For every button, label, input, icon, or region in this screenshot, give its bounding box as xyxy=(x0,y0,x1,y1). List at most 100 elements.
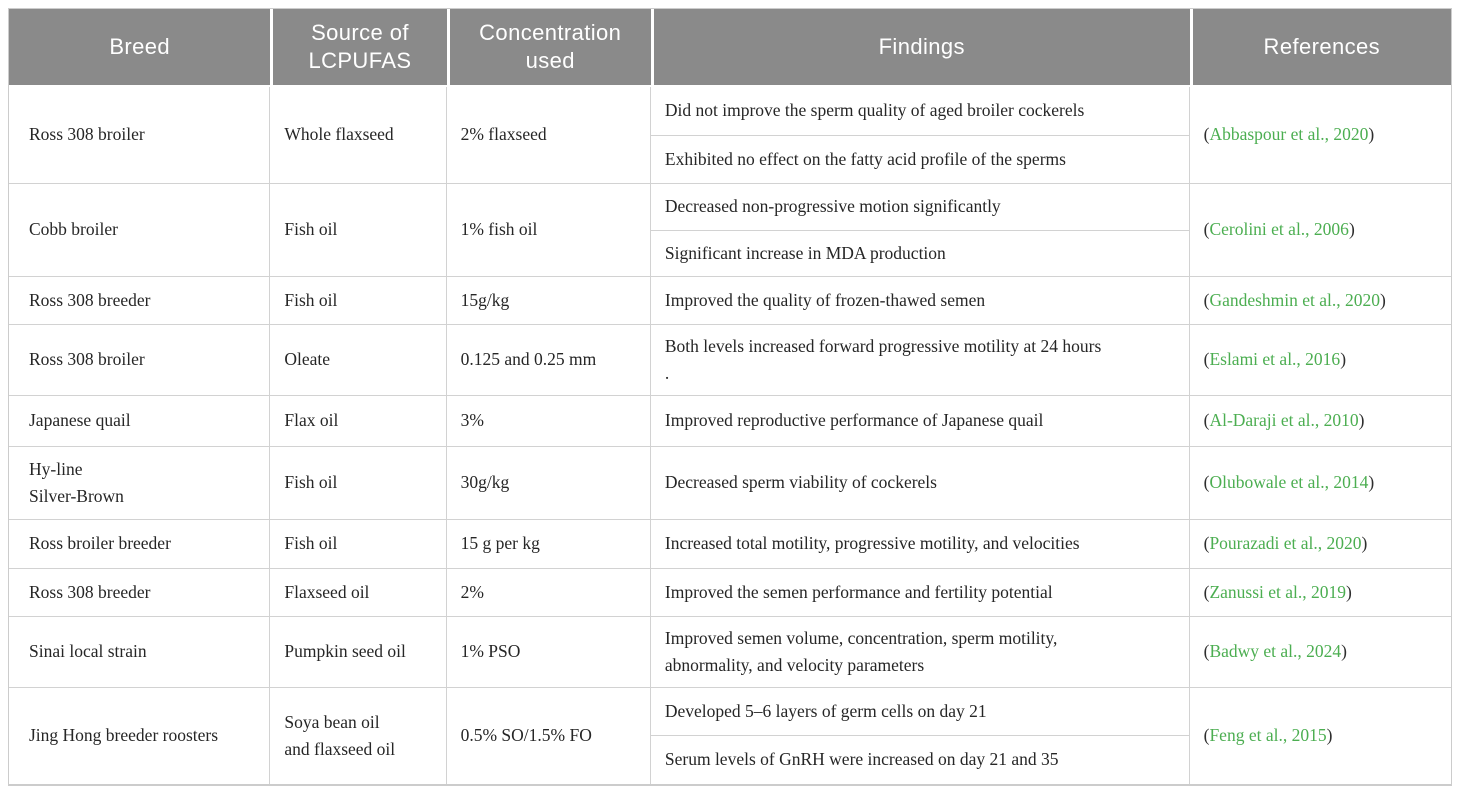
reference-cell: (Gandeshmin et al., 2020) xyxy=(1189,277,1451,325)
source-cell: Whole flaxseed xyxy=(270,87,447,184)
table-row: Jing Hong breeder roosters Soya bean oil … xyxy=(9,688,1451,784)
concentration-cell: 0.5% SO/1.5% FO xyxy=(446,688,651,784)
reference-citation: (Abbaspour et al., 2020) xyxy=(1204,124,1375,144)
breed-cell: Ross 308 breeder xyxy=(9,569,271,617)
citation-close-paren: ) xyxy=(1346,581,1352,602)
reference-citation: (Al-Daraji et al., 2010) xyxy=(1204,410,1365,430)
finding-cell: Decreased non-progressive motion signifi… xyxy=(650,184,1190,231)
citation-open-paren: ( xyxy=(1203,533,1210,554)
concentration-cell: 1% PSO xyxy=(446,617,651,688)
breed-cell: Ross 308 broiler xyxy=(9,87,271,184)
reference-cell: (Pourazadi et al., 2020) xyxy=(1189,520,1451,569)
citation-close-paren: ) xyxy=(1341,641,1347,662)
table-row: Japanese quail Flax oil 3% Improved reprodu… xyxy=(9,396,1451,447)
reference-link[interactable]: Al-Daraji et al., 2010 xyxy=(1209,410,1359,431)
concentration-cell: 3% xyxy=(446,396,651,447)
source-cell: Fish oil xyxy=(270,277,447,325)
breed-cell: Japanese quail xyxy=(9,396,271,447)
table-row: Ross 308 breeder Fish oil 15g/kg Improved t… xyxy=(9,277,1451,325)
concentration-cell: 2% xyxy=(446,569,651,617)
concentration-cell: 2% flaxseed xyxy=(446,87,651,184)
table-row: Sinai local strain Pumpkin seed oil 1% PSO… xyxy=(9,617,1451,688)
breed-cell: Ross 308 broiler xyxy=(9,325,271,396)
table-row: Ross 308 broiler Oleate 0.125 and 0.25 mm B… xyxy=(9,325,1451,396)
header-row: Breed Source of LCPUFAS Concentration used… xyxy=(9,9,1451,87)
finding-cell: Serum levels of GnRH were increased on d… xyxy=(650,736,1190,784)
breed-cell: Cobb broiler xyxy=(9,184,271,277)
source-cell: Fish oil xyxy=(270,520,447,569)
reference-link[interactable]: Olubowale et al., 2014 xyxy=(1209,472,1369,493)
source-cell: Oleate xyxy=(270,325,447,396)
reference-link[interactable]: Feng et al., 2015 xyxy=(1209,725,1327,746)
reference-citation: (Badwy et al., 2024) xyxy=(1204,641,1347,661)
reference-cell: (Feng et al., 2015) xyxy=(1189,688,1451,784)
reference-link[interactable]: Zanussi et al., 2019 xyxy=(1209,581,1347,602)
citation-open-paren: ( xyxy=(1203,349,1210,370)
table-body: Ross 308 broiler Whole flaxseed 2% flaxsee… xyxy=(9,87,1451,784)
breed-cell: Sinai local strain xyxy=(9,617,271,688)
source-cell: Fish oil xyxy=(270,447,447,520)
reference-cell: (Al-Daraji et al., 2010) xyxy=(1189,396,1451,447)
reference-link[interactable]: Eslami et al., 2016 xyxy=(1209,349,1341,370)
reference-cell: (Olubowale et al., 2014) xyxy=(1189,447,1451,520)
column-header-source-of-lcpufas: Source of LCPUFAS xyxy=(270,9,447,87)
citation-open-paren: ( xyxy=(1203,410,1210,431)
reference-cell: (Cerolini et al., 2006) xyxy=(1189,184,1451,277)
reference-citation: (Eslami et al., 2016) xyxy=(1204,349,1346,369)
table-row: Significant increase in MDA production xyxy=(9,231,1451,277)
citation-close-paren: ) xyxy=(1380,289,1386,310)
finding-cell: Significant increase in MDA production xyxy=(650,231,1190,277)
source-cell: Soya bean oil and flaxseed oil xyxy=(270,688,447,784)
citation-close-paren: ) xyxy=(1368,124,1375,145)
reference-citation: (Olubowale et al., 2014) xyxy=(1204,472,1375,492)
table-row: Ross 308 breeder Flaxseed oil 2% Improved t… xyxy=(9,569,1451,617)
reference-link[interactable]: Abbaspour et al., 2020 xyxy=(1209,124,1369,145)
finding-cell: Improved semen volume, concentration, sp… xyxy=(650,617,1190,688)
reference-citation: (Gandeshmin et al., 2020) xyxy=(1204,290,1386,310)
concentration-cell: 15g/kg xyxy=(446,277,651,325)
source-cell: Flaxseed oil xyxy=(270,569,447,617)
citation-open-paren: ( xyxy=(1203,641,1210,662)
reference-cell: (Abbaspour et al., 2020) xyxy=(1189,87,1451,184)
reference-citation: (Feng et al., 2015) xyxy=(1204,725,1333,745)
source-cell: Pumpkin seed oil xyxy=(270,617,447,688)
concentration-cell: 0.125 and 0.25 mm xyxy=(446,325,651,396)
reference-link[interactable]: Badwy et al., 2024 xyxy=(1209,641,1342,662)
citation-open-paren: ( xyxy=(1203,472,1210,493)
concentration-cell: 1% fish oil xyxy=(446,184,651,277)
lcpufas-table-wrapper: Breed Source of LCPUFAS Concentration used… xyxy=(8,8,1452,786)
source-cell: Fish oil xyxy=(270,184,447,277)
column-header-concentration-used: Concentration used xyxy=(446,9,651,87)
citation-close-paren: ) xyxy=(1326,725,1333,746)
table-row: Ross broiler breeder Fish oil 15 g per kg I… xyxy=(9,520,1451,569)
reference-cell: (Eslami et al., 2016) xyxy=(1189,325,1451,396)
reference-cell: (Badwy et al., 2024) xyxy=(1189,617,1451,688)
lcpufas-supplementation-table: Breed Source of LCPUFAS Concentration used… xyxy=(9,9,1451,784)
reference-link[interactable]: Pourazadi et al., 2020 xyxy=(1209,533,1362,554)
breed-cell: Ross 308 breeder xyxy=(9,277,271,325)
citation-open-paren: ( xyxy=(1203,581,1210,602)
table-row: Exhibited no effect on the fatty acid pr… xyxy=(9,136,1451,184)
reference-link[interactable]: Gandeshmin et al., 2020 xyxy=(1209,289,1381,310)
table-row: Hy-line Silver-Brown Fish oil 30g/kg Decrea… xyxy=(9,447,1451,520)
reference-citation: (Cerolini et al., 2006) xyxy=(1204,219,1355,239)
table-row: Cobb broiler Fish oil 1% fish oil Decreased… xyxy=(9,184,1451,277)
concentration-cell: 15 g per kg xyxy=(446,520,651,569)
citation-close-paren: ) xyxy=(1361,533,1368,554)
reference-link[interactable]: Cerolini et al., 2006 xyxy=(1209,219,1349,240)
column-header-breed: Breed xyxy=(9,9,271,87)
breed-cell: Ross broiler breeder xyxy=(9,520,271,569)
citation-open-paren: ( xyxy=(1203,289,1210,310)
finding-cell: Decreased sperm viability of cockerels xyxy=(650,447,1190,520)
citation-open-paren: ( xyxy=(1203,124,1210,145)
citation-open-paren: ( xyxy=(1203,219,1210,240)
table-row: Ross 308 broiler Whole flaxseed 2% flaxsee… xyxy=(9,87,1451,184)
citation-close-paren: ) xyxy=(1358,410,1365,431)
reference-cell: (Zanussi et al., 2019) xyxy=(1189,569,1451,617)
finding-cell: Both levels increased forward progressiv… xyxy=(650,325,1190,396)
column-header-findings: Findings xyxy=(650,9,1190,87)
finding-cell: Improved reproductive performance of Jap… xyxy=(650,396,1190,447)
finding-cell: Did not improve the sperm quality of age… xyxy=(650,87,1190,136)
table-header: Breed Source of LCPUFAS Concentration used… xyxy=(9,9,1451,87)
citation-close-paren: ) xyxy=(1368,472,1375,493)
